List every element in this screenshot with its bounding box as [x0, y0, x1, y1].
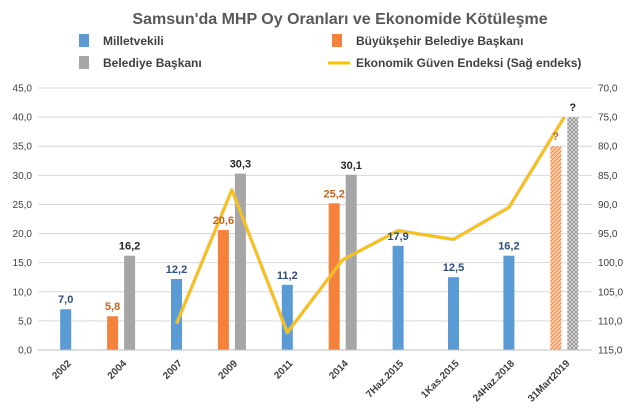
y2-tick-label: 80,0 [598, 142, 618, 153]
bar [281, 284, 293, 350]
y-tick-label: 40,0 [13, 113, 33, 124]
bar [234, 173, 246, 350]
y2-tick-label: 70,0 [598, 84, 618, 95]
line-path [175, 116, 566, 334]
data-label: 7,0 [58, 294, 73, 306]
y-tick-label: 25,0 [13, 200, 33, 211]
legend-swatch [332, 34, 342, 47]
legend: Milletvekili Büyükşehir Belediye Başkanı B… [79, 34, 581, 70]
bar [503, 255, 515, 350]
bar [124, 255, 136, 350]
data-label: 20,6 [213, 215, 234, 227]
data-labels: 7,0 5,8 16,2 12,2 20,6 30,3 11,2 25,2 30,1 17,9 12… [58, 102, 576, 313]
data-label: 30,3 [230, 159, 251, 171]
y-tick-label: 5,0 [18, 316, 32, 327]
bar [392, 245, 404, 350]
bar [328, 203, 340, 350]
data-label: 16,2 [498, 241, 519, 253]
legend-swatch [79, 34, 89, 47]
x-tick-label: 1Kas.2015 [419, 358, 462, 401]
y-tick-label: 10,0 [13, 287, 33, 298]
x-tick-label: 7Haz.2015 [364, 358, 406, 400]
y-axis-right: 70,0 75,0 80,0 85,0 90,0 95,0 100,0 105,0 110,0 1… [598, 84, 623, 357]
data-label: 25,2 [323, 188, 344, 200]
chart-title: Samsun'da MHP Oy Oranları ve Ekonomide K… [132, 11, 547, 28]
y-tick-label: 35,0 [13, 142, 33, 153]
legend-label: Büyükşehir Belediye Başkanı [356, 34, 523, 48]
line-series [174, 116, 567, 335]
x-tick-label: 2007 [161, 358, 185, 382]
bar [107, 316, 119, 350]
bar [550, 146, 562, 350]
bar [217, 230, 229, 350]
bar [567, 117, 579, 350]
legend-swatch [79, 56, 89, 69]
x-tick-label: 2002 [50, 358, 74, 382]
x-tick-label: 2009 [217, 358, 241, 382]
data-label: 12,5 [443, 262, 464, 274]
y2-tick-label: 110,0 [598, 316, 623, 327]
x-tick-label: 24Haz.2018 [471, 358, 517, 404]
bar [60, 309, 72, 350]
y2-tick-label: 75,0 [598, 113, 618, 124]
legend-label: Belediye Başkanı [103, 56, 202, 70]
y-tick-label: 15,0 [13, 258, 33, 269]
x-tick-label: 2014 [327, 358, 351, 382]
data-label: 16,2 [119, 241, 140, 253]
y2-tick-label: 90,0 [598, 200, 618, 211]
bar [171, 278, 182, 350]
data-label: 30,1 [340, 160, 361, 172]
x-tick-label: 2004 [106, 358, 130, 382]
bar [448, 277, 459, 350]
data-label: ? [552, 131, 559, 143]
y2-tick-label: 95,0 [598, 229, 618, 240]
data-label: 11,2 [277, 270, 298, 282]
legend-label: Ekonomik Güven Endeksi (Sağ endeks) [356, 56, 581, 70]
y-tick-label: 30,0 [13, 171, 33, 182]
y-tick-label: 0,0 [18, 346, 32, 357]
y2-tick-label: 100,0 [598, 258, 623, 269]
legend-label: Milletvekili [103, 34, 164, 48]
y-tick-label: 20,0 [13, 229, 33, 240]
y2-tick-label: 115,0 [598, 346, 623, 357]
bar [345, 174, 357, 350]
y2-tick-label: 105,0 [598, 287, 623, 298]
data-label: ? [569, 102, 576, 114]
x-axis: 2002 2004 2007 2009 2011 2014 7Haz.2015 1Kas.20… [38, 349, 592, 405]
bars [60, 117, 579, 350]
data-label: 5,8 [105, 301, 120, 313]
x-tick-label: 2011 [272, 358, 295, 381]
x-tick-label: 31Mart2019 [526, 358, 573, 405]
data-label: 12,2 [166, 264, 187, 276]
y-axis-left: 0,0 5,0 10,0 15,0 20,0 25,0 30,0 35,0 40,0 45,0 [13, 84, 33, 357]
data-label: 17,9 [387, 231, 408, 243]
y-tick-label: 45,0 [13, 84, 33, 95]
y2-tick-label: 85,0 [598, 171, 618, 182]
